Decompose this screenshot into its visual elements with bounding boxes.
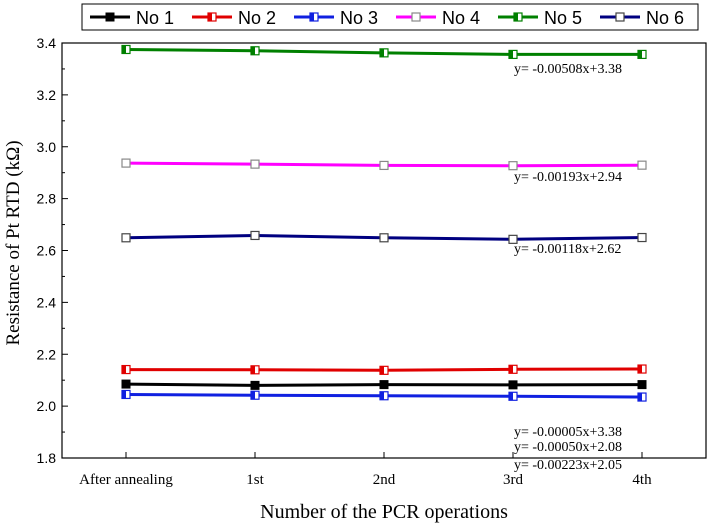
data-point-s2-4 [508,364,518,374]
data-point-s3-5 [637,392,647,402]
data-point-s6-4 [508,234,518,244]
data-point-s1-1 [121,379,131,389]
data-point-s4-3 [379,160,389,171]
legend-label: No 2 [238,8,276,28]
legend-label: No 6 [646,8,684,28]
legend-label: No 4 [442,8,480,28]
legend-marker [513,12,523,22]
data-point-s5-1 [121,44,131,55]
legend-item-3: No 3 [294,8,378,28]
legend-marker [309,12,319,22]
legend-marker [615,12,625,22]
legend-item-1: No 1 [90,8,174,28]
data-point-s1-3 [379,380,389,390]
x-tick-label: 3rd [503,472,523,488]
y-tick-label: 2.2 [37,346,57,362]
data-point-s3-2 [250,390,260,400]
data-point-s4-2 [250,159,260,169]
data-point-s4-1 [121,158,131,168]
legend-item-5: No 5 [498,8,582,28]
y-tick-label: 1.8 [37,450,57,466]
y-tick-label: 2.6 [37,243,57,259]
data-point-s2-1 [121,364,131,375]
data-point-s4-4 [508,161,518,171]
data-point-s1-5 [637,380,647,390]
data-point-s5-5 [637,49,647,60]
fit-equation-label: y= -0.00223x+2.05 [514,458,622,473]
y-tick-label: 2.8 [37,191,57,207]
y-tick-label: 2.4 [37,294,57,310]
legend: No 1 No 2 No 3 No 4 No 5 No 6 [81,3,699,31]
data-point-s2-3 [379,365,389,375]
data-point-s1-2 [250,380,260,390]
data-point-s5-2 [250,46,260,56]
data-point-s6-3 [379,233,389,243]
legend-box [81,3,699,31]
data-point-s3-4 [508,391,518,401]
data-point-s5-3 [379,48,389,58]
data-point-s6-5 [637,232,647,243]
y-tick-label: 2.0 [37,398,57,414]
y-tick-label: 3.2 [37,87,57,103]
fit-equation-label: y= -0.00508x+3.38 [514,62,622,77]
tick-labels: 1.8 2.0 2.2 2.4 2.6 2.8 3.0 3.2 3.4 After anneali… [37,35,653,488]
data-point-s6-2 [250,230,260,241]
axes [61,42,707,459]
legend-marker [411,12,421,22]
data-point-s6-1 [121,233,131,243]
data-point-s5-4 [508,49,518,60]
legend-item-4: No 4 [396,8,480,28]
fit-equation-label: y= -0.00050x+2.08 [514,440,622,455]
y-tick-label: 3.0 [37,139,57,155]
y-axis-label: Resistance of Pt RTD (kΩ) [3,140,24,345]
legend-label: No 5 [544,8,582,28]
series-layer [121,44,647,402]
y-tick-label: 3.4 [37,35,57,51]
x-tick-label: 2nd [373,472,396,488]
annotations: y= -0.00508x+3.38 y= -0.00193x+2.94 y= -0.… [514,62,622,473]
data-point-s2-5 [637,364,647,374]
x-tick-label: 4th [632,472,652,488]
legend-label: No 3 [340,8,378,28]
fit-equation-label: y= -0.00005x+3.38 [514,425,622,440]
x-axis-label: Number of the PCR operations [260,501,508,523]
legend-item-6: No 6 [600,8,684,28]
legend-label: No 1 [136,8,174,28]
legend-marker [207,12,217,22]
data-point-s1-4 [508,380,518,390]
data-point-s3-3 [379,391,389,401]
legend-marker [105,12,115,22]
data-point-s2-2 [250,365,260,375]
x-tick-label: After annealing [79,472,173,488]
x-tick-label: 1st [246,472,264,488]
legend-item-2: No 2 [192,8,276,28]
fit-equation-label: y= -0.00118x+2.62 [514,242,621,257]
data-point-s3-1 [121,389,131,400]
fit-equation-label: y= -0.00193x+2.94 [514,170,622,185]
data-point-s4-5 [637,160,647,170]
